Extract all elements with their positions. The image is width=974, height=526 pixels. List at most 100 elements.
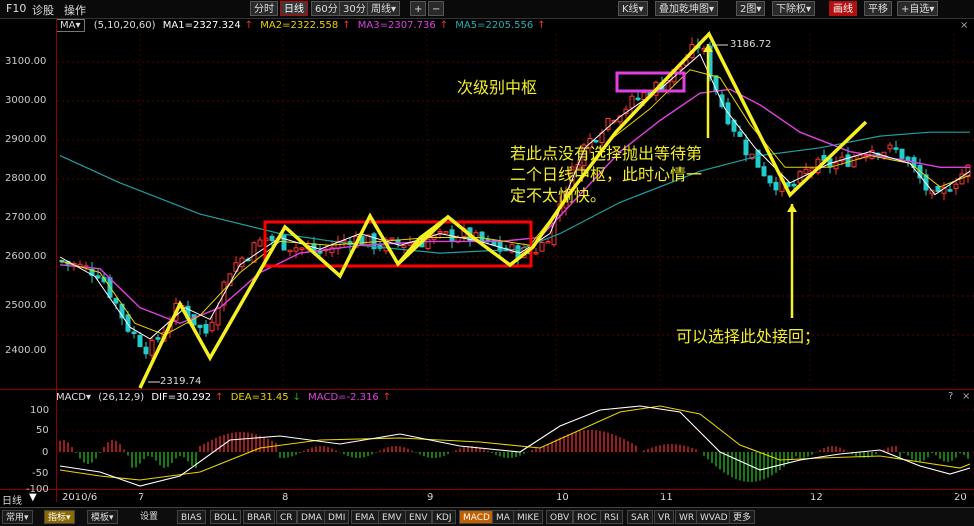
tab-30min[interactable]: 30分	[339, 1, 370, 16]
indicator-tab-mike[interactable]: MIKE	[513, 510, 544, 524]
indicator-menu[interactable]: 指标▾	[44, 510, 75, 524]
y-axis-line	[56, 18, 57, 502]
two-chart-button[interactable]: 2图▾	[736, 1, 766, 16]
x-tick-label: 10	[556, 492, 569, 503]
tab-intraday[interactable]: 分时	[250, 1, 278, 16]
ma-info-bar: MA▾ (5,10,20,60) MA1=2327.324 ↑ MA2=2322.…	[56, 19, 550, 33]
common-menu[interactable]: 常用▾	[2, 510, 33, 524]
overlay-button[interactable]: 叠加乾坤图▾	[655, 1, 719, 16]
up-arrow-icon: ↑	[215, 392, 224, 403]
candle-body	[947, 189, 953, 192]
ma5-value: MA5=2205.556	[455, 20, 534, 31]
settings-icon[interactable]: ?	[948, 391, 954, 402]
candle-body	[299, 247, 305, 250]
ma60-line	[59, 131, 970, 254]
y-tick-label: 2600.00	[5, 251, 47, 262]
sub-center-box	[615, 71, 686, 93]
candle-body	[197, 324, 203, 328]
candle-body	[281, 234, 287, 251]
candle-body	[845, 154, 851, 167]
zoom-out-button[interactable]: −	[428, 1, 445, 16]
macd-tick-label: 0	[42, 447, 49, 458]
indicator-tab-obv[interactable]: OBV	[546, 510, 574, 524]
candle-body	[251, 242, 257, 263]
indicator-tab-ma[interactable]: MA	[492, 510, 514, 524]
indicator-tab-env[interactable]: ENV	[405, 510, 432, 524]
indicator-tab-macd[interactable]: MACD	[459, 510, 494, 524]
candle-body	[737, 131, 743, 137]
indicator-tab-dmi[interactable]: DMI	[324, 510, 350, 524]
draw-line-button[interactable]: 画线	[829, 1, 857, 16]
close-icon[interactable]: ×	[962, 391, 971, 402]
candle-body	[401, 245, 407, 248]
tab-daily[interactable]: 日线	[280, 1, 308, 16]
indicator-tab-wr[interactable]: WR	[675, 510, 699, 524]
candle-body	[629, 95, 635, 109]
dif-value: DIF=30.292	[151, 392, 212, 403]
indicator-tab-bias[interactable]: BIAS	[177, 510, 206, 524]
candle-body	[719, 94, 725, 108]
ma20-line	[59, 88, 970, 325]
tip-line-2: 二个日线中枢，此时心情一	[510, 165, 703, 184]
indicator-tab-emv[interactable]: EMV	[378, 510, 406, 524]
dea-line	[59, 405, 971, 481]
indicator-tab-sar[interactable]: SAR	[627, 510, 654, 524]
candle-body	[803, 168, 809, 174]
indicator-tab-brar[interactable]: BRAR	[243, 510, 276, 524]
indicator-tab-dma[interactable]: DMA	[297, 510, 326, 524]
up-arrow-icon-head	[703, 44, 713, 52]
candle-body	[485, 238, 491, 242]
indicator-tab-bar: 常用▾ 指标▾ 模板▾ 设置 BIAS BOLL BRAR CR DMA DMI EMA EM…	[0, 507, 974, 526]
pan-button[interactable]: 平移	[864, 1, 892, 16]
indicator-tab-kdj[interactable]: KDJ	[432, 510, 456, 524]
macd-selector[interactable]: MACD▾	[56, 392, 91, 403]
candle-body	[953, 183, 959, 189]
indicator-tab-wvad[interactable]: WVAD	[696, 510, 732, 524]
candle-body	[437, 230, 443, 234]
candle-body	[641, 92, 647, 100]
candle-body	[407, 242, 413, 246]
indicator-tab-rsi[interactable]: RSI	[600, 510, 623, 524]
indicator-tab-cr[interactable]: CR	[276, 510, 297, 524]
operate-link[interactable]: 操作	[64, 4, 86, 17]
indicator-tab-vr[interactable]: VR	[654, 510, 675, 524]
kline-type-button[interactable]: K线▾	[618, 1, 648, 16]
ex-rights-button[interactable]: 下除权▾	[772, 1, 816, 16]
candle-body	[965, 164, 971, 178]
indicator-tab-ema[interactable]: EMA	[351, 510, 379, 524]
add-watchlist-button[interactable]: +自选▾	[897, 1, 939, 16]
ma2-value: MA2=2322.558	[260, 20, 339, 31]
template-menu[interactable]: 模板▾	[87, 510, 118, 524]
f10-link[interactable]: F10	[6, 2, 27, 15]
period-label[interactable]: 日线	[2, 496, 22, 507]
rebuy-annotation: 可以选择此处接回；	[676, 327, 821, 346]
kline-chart[interactable]	[0, 0, 974, 505]
dea-value: DEA=31.45	[230, 392, 289, 403]
candle-body	[257, 239, 263, 247]
ma-selector[interactable]: MA▾	[56, 19, 85, 32]
x-axis-line	[0, 489, 974, 490]
candle-body	[635, 97, 641, 101]
close-icon[interactable]: ×	[960, 20, 969, 31]
y-tick-label: 2700.00	[5, 212, 47, 223]
dif-line	[59, 405, 971, 487]
indicator-tab-roc[interactable]: ROC	[573, 510, 601, 524]
candle-body	[509, 244, 515, 253]
candle-body	[749, 153, 755, 160]
down-arrow-icon: ▼	[29, 492, 37, 503]
tab-weekly[interactable]: 周线▾	[367, 1, 401, 16]
settings-link[interactable]: 设置	[140, 512, 159, 522]
candle-body	[143, 346, 149, 355]
tab-60min[interactable]: 60分	[311, 1, 342, 16]
low-price-note: 2319.74	[160, 376, 202, 387]
candle-body	[215, 307, 221, 326]
indicator-tab-boll[interactable]: BOLL	[210, 510, 242, 524]
indicator-tab-更多[interactable]: 更多	[729, 510, 756, 524]
candle-body	[533, 251, 539, 255]
up-arrow-icon-head	[787, 204, 797, 212]
diagnose-link[interactable]: 诊股	[32, 4, 54, 17]
zoom-in-button[interactable]: +	[410, 1, 427, 16]
candle-body	[605, 118, 611, 130]
x-tick-label: 2010/6	[62, 492, 98, 503]
candle-body	[203, 324, 209, 334]
